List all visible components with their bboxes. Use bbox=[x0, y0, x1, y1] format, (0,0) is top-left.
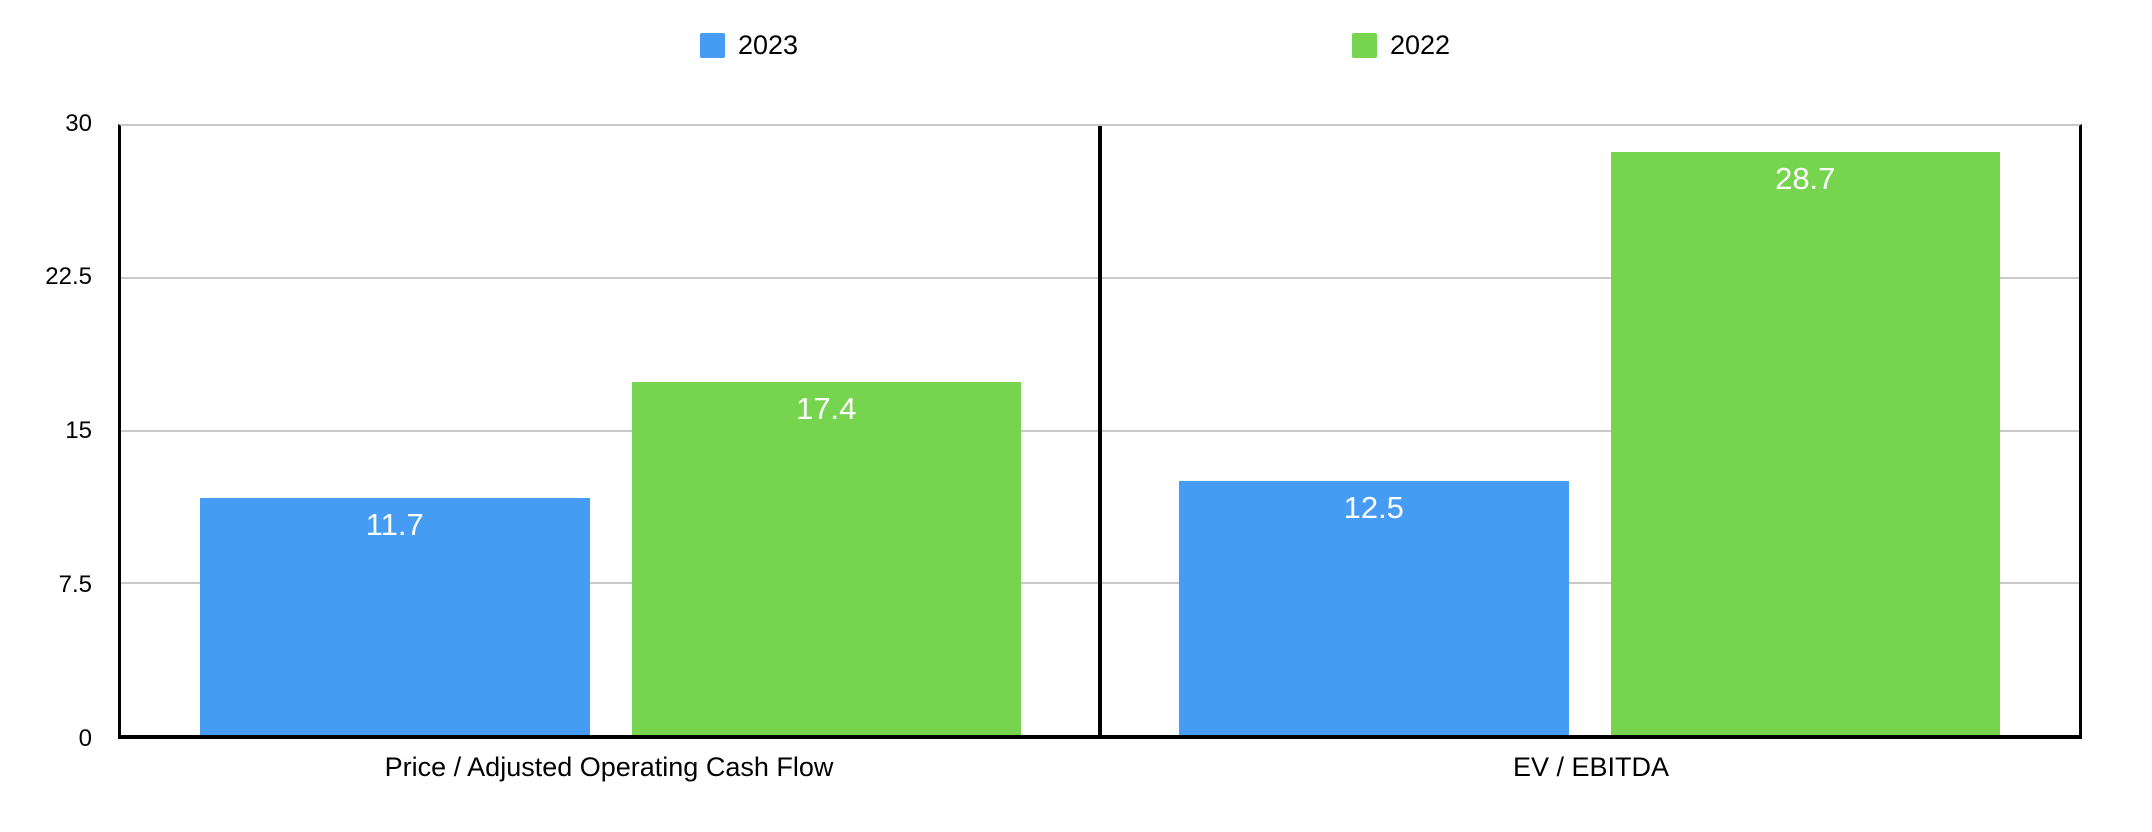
legend-label-2022: 2022 bbox=[1390, 30, 1451, 60]
y-tick-label-7-5: 7.5 bbox=[58, 571, 92, 598]
plot-area: 11.7 17.4 12.5 28.7 bbox=[118, 124, 2082, 739]
y-tick-label-30: 30 bbox=[65, 110, 92, 137]
bar-2023-ev-ebitda: 12.5 bbox=[1179, 481, 1569, 735]
bar-value-label: 28.7 bbox=[1775, 161, 1836, 197]
panel-price-adjusted-operating-cash-flow: 11.7 17.4 bbox=[121, 126, 1100, 735]
bar-2022-price-ocf: 17.4 bbox=[631, 381, 1021, 735]
bar-2022-ev-ebitda: 28.7 bbox=[1610, 152, 2000, 735]
legend-item-2022: 2022 bbox=[1352, 32, 1450, 59]
y-tick-label-15: 15 bbox=[65, 417, 92, 444]
legend-swatch-2022 bbox=[1352, 33, 1377, 58]
legend-item-2023: 2023 bbox=[700, 32, 798, 59]
x-axis-label-ev-ebitda: EV / EBITDA bbox=[1512, 752, 1670, 782]
bar-value-label: 11.7 bbox=[365, 506, 424, 542]
y-tick-label-0: 0 bbox=[78, 725, 92, 752]
panel-ev-ebitda: 12.5 28.7 bbox=[1100, 126, 2079, 735]
legend-swatch-2023 bbox=[700, 33, 725, 58]
panel-divider bbox=[1098, 126, 1102, 735]
bar-2023-price-ocf: 11.7 bbox=[200, 497, 590, 735]
x-axis-label-price-ocf: Price / Adjusted Operating Cash Flow bbox=[384, 752, 834, 782]
y-tick-label-22-5: 22.5 bbox=[45, 263, 92, 290]
bar-value-label: 12.5 bbox=[1343, 490, 1404, 526]
legend-label-2023: 2023 bbox=[738, 30, 799, 60]
bar-value-label: 17.4 bbox=[796, 390, 857, 426]
